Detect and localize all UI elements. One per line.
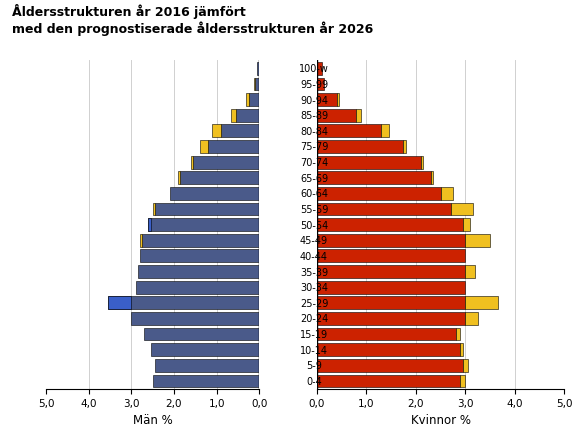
Bar	[317, 359, 463, 372]
Bar	[236, 109, 259, 122]
Bar	[460, 343, 463, 356]
Bar	[131, 312, 259, 325]
X-axis label: Kvinnor %: Kvinnor %	[411, 414, 471, 427]
Bar	[155, 359, 259, 372]
Bar	[465, 234, 490, 247]
Bar	[180, 172, 259, 184]
Bar	[213, 124, 221, 137]
Bar	[221, 124, 259, 137]
Bar	[149, 218, 150, 231]
Bar	[317, 109, 357, 122]
Bar	[191, 156, 193, 168]
Bar	[153, 203, 155, 216]
Bar	[247, 93, 248, 106]
Bar	[450, 203, 473, 216]
Bar	[178, 172, 180, 184]
Bar	[153, 375, 259, 388]
Bar	[232, 109, 236, 122]
Bar	[149, 218, 259, 231]
Bar	[317, 140, 403, 153]
Bar	[460, 375, 465, 388]
Bar	[441, 187, 453, 200]
Bar	[317, 218, 463, 231]
Bar	[317, 281, 465, 294]
Bar	[150, 343, 259, 356]
Bar	[257, 62, 259, 75]
Bar	[317, 77, 324, 90]
Bar	[317, 250, 465, 262]
Bar	[138, 265, 259, 278]
Bar	[170, 187, 259, 200]
Bar	[317, 265, 465, 278]
Bar	[193, 156, 259, 168]
Bar	[317, 172, 431, 184]
Bar	[142, 234, 259, 247]
Bar	[317, 156, 421, 168]
Bar	[465, 265, 475, 278]
Bar	[317, 312, 465, 325]
Bar	[336, 93, 339, 106]
Bar	[463, 359, 468, 372]
Bar	[421, 156, 423, 168]
Bar	[254, 77, 255, 90]
Bar	[317, 187, 441, 200]
X-axis label: Män %: Män %	[132, 414, 173, 427]
Bar	[463, 218, 471, 231]
Bar	[108, 296, 259, 309]
Bar	[357, 109, 361, 122]
Bar	[255, 77, 259, 90]
Bar	[317, 343, 460, 356]
Bar	[140, 234, 142, 247]
Bar	[317, 62, 322, 75]
Bar	[108, 296, 131, 309]
Bar	[135, 281, 259, 294]
Bar	[317, 234, 465, 247]
Bar	[317, 124, 381, 137]
Bar	[381, 124, 389, 137]
Bar	[403, 140, 406, 153]
Bar	[317, 327, 456, 340]
Bar	[140, 250, 259, 262]
Bar	[208, 140, 259, 153]
Bar	[431, 172, 433, 184]
Bar	[317, 203, 450, 216]
Bar	[144, 327, 259, 340]
Bar	[248, 93, 259, 106]
Bar	[317, 375, 460, 388]
Bar	[465, 312, 478, 325]
Bar	[155, 203, 259, 216]
Bar	[317, 296, 465, 309]
Bar	[317, 93, 336, 106]
Text: Åldersstrukturen år 2016 jämfört
med den prognostiserade åldersstrukturen år 202: Åldersstrukturen år 2016 jämfört med den…	[12, 4, 373, 36]
Bar	[456, 327, 460, 340]
Bar	[465, 296, 498, 309]
Bar	[199, 140, 208, 153]
